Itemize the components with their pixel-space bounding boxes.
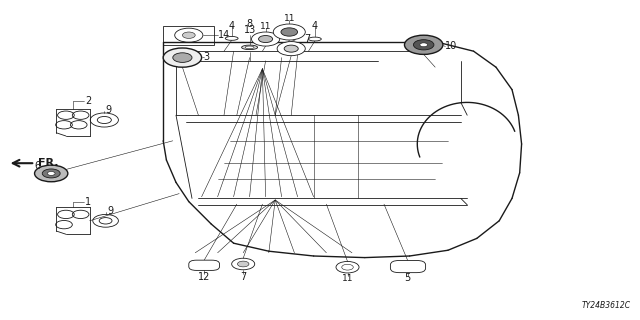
Text: 14: 14: [218, 30, 230, 40]
Circle shape: [273, 24, 305, 40]
Text: 7: 7: [240, 272, 246, 282]
Circle shape: [182, 32, 195, 38]
Text: 4: 4: [228, 20, 235, 31]
FancyBboxPatch shape: [390, 260, 426, 273]
Bar: [163, 26, 214, 45]
Text: 5: 5: [404, 273, 411, 284]
Text: 4: 4: [312, 20, 318, 31]
Circle shape: [284, 45, 298, 52]
Circle shape: [277, 42, 305, 56]
Circle shape: [42, 169, 60, 178]
Circle shape: [173, 53, 192, 62]
Circle shape: [252, 32, 280, 46]
Text: FR.: FR.: [38, 158, 59, 168]
Text: 11: 11: [260, 22, 271, 31]
Circle shape: [404, 35, 443, 54]
Text: 2: 2: [85, 96, 92, 106]
Text: 11: 11: [284, 14, 295, 23]
Text: 13: 13: [243, 25, 256, 36]
Circle shape: [259, 36, 273, 43]
Text: 6: 6: [34, 161, 40, 172]
Ellipse shape: [242, 45, 258, 50]
Circle shape: [420, 43, 428, 47]
Circle shape: [413, 40, 434, 50]
Circle shape: [237, 261, 249, 267]
Text: 9: 9: [108, 206, 114, 216]
FancyBboxPatch shape: [189, 260, 220, 270]
Text: 11: 11: [342, 274, 353, 283]
Text: 8: 8: [246, 19, 253, 29]
Text: 7: 7: [304, 34, 310, 44]
Circle shape: [163, 48, 202, 67]
Circle shape: [281, 28, 298, 36]
Text: 9: 9: [106, 105, 112, 116]
Text: 1: 1: [84, 197, 91, 207]
Text: 12: 12: [198, 272, 211, 282]
Circle shape: [47, 172, 55, 175]
Circle shape: [35, 165, 68, 182]
Ellipse shape: [308, 37, 321, 41]
Text: 3: 3: [204, 52, 210, 62]
Ellipse shape: [225, 36, 238, 40]
Text: TY24B3612C: TY24B3612C: [581, 301, 630, 310]
Ellipse shape: [245, 46, 254, 49]
Text: 10: 10: [445, 41, 458, 52]
